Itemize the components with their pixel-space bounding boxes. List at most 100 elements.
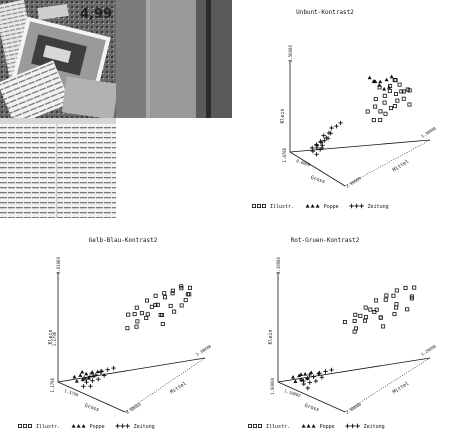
point-chart2-illustr--17 xyxy=(139,311,144,316)
point-chart2-illustr--29 xyxy=(179,284,184,289)
point-chart1-illustr--19 xyxy=(373,97,378,102)
point-chart1-zeitung-18 xyxy=(338,120,343,126)
point-chart1-legend-2-1 xyxy=(354,203,359,209)
point-chart2-poppe-8 xyxy=(91,373,96,378)
chart1-y-label: Mittel xyxy=(392,159,410,174)
point-chart2-legend-2-2 xyxy=(125,423,130,429)
chart1-tick-z-bottom: 1.4706 xyxy=(282,147,287,162)
point-chart3-illustr--13 xyxy=(394,305,399,310)
point-chart2-illustr--13 xyxy=(168,303,173,308)
point-chart1-illustr--2 xyxy=(382,93,387,98)
point-chart2-illustr--21 xyxy=(187,292,192,297)
point-chart3-legend-2-0 xyxy=(345,423,350,429)
point-chart3-illustr--22 xyxy=(405,307,410,312)
point-chart1-illustr--15 xyxy=(383,111,388,116)
point-chart1-legend-0-2 xyxy=(261,203,266,208)
point-chart1-poppe-3 xyxy=(382,86,387,91)
point-chart2-zeitung-11 xyxy=(88,384,93,389)
chart1-x-axis xyxy=(289,151,346,187)
point-chart1-poppe-0 xyxy=(367,75,372,80)
point-chart2-illustr--27 xyxy=(134,324,139,329)
point-chart1-illustr--24 xyxy=(378,118,383,123)
chart3-floor-edge xyxy=(344,357,431,413)
point-chart3-illustr--20 xyxy=(381,324,386,329)
point-chart1-illustr--9 xyxy=(378,109,383,114)
chart2-tick-z-mid: 1.1796 xyxy=(52,331,57,346)
point-chart3-poppe-6 xyxy=(299,372,304,377)
chart1-x-label: Gross xyxy=(310,175,326,185)
point-chart3-illustr--6 xyxy=(403,285,408,290)
point-chart3-legend-0-1 xyxy=(252,423,257,428)
point-chart2-illustr--1 xyxy=(134,305,139,310)
chart2-tick-x-right: 0.00003 xyxy=(125,401,142,414)
point-chart1-illustr--8 xyxy=(395,98,400,103)
point-chart1-illustr--14 xyxy=(365,109,370,114)
chart2-x-axis xyxy=(57,381,126,413)
point-chart2-illustr--28 xyxy=(153,302,158,307)
point-chart2-illustr--20 xyxy=(160,321,165,326)
point-chart3-legend-0-0 xyxy=(247,423,252,428)
chart2-legend-label-1: Illustr. xyxy=(36,424,60,430)
chart1-tick-x-right: 3.49999 xyxy=(345,175,362,188)
point-chart3-illustr--17 xyxy=(358,313,363,318)
point-chart1-poppe-4 xyxy=(387,85,391,89)
point-chart3-zeitung-6 xyxy=(313,378,319,384)
point-chart1-poppe-8 xyxy=(371,79,376,83)
point-chart2-illustr--4 xyxy=(162,291,167,296)
point-chart3-illustr--16 xyxy=(362,318,367,323)
point-chart3-illustr--11 xyxy=(368,307,373,312)
point-chart2-illustr--25 xyxy=(158,312,163,317)
chart3-legend-label-1: Illustr. xyxy=(266,424,290,430)
point-chart3-illustr--1 xyxy=(353,312,358,317)
chart1-y-axis xyxy=(289,139,431,153)
point-chart3-poppe-3 xyxy=(309,370,314,375)
point-chart1-poppe-6 xyxy=(384,77,389,82)
chart1-floor-edge xyxy=(344,139,431,187)
point-chart2-illustr--18 xyxy=(163,295,168,300)
chart2-tick-x-left: 1.3796 xyxy=(64,388,80,397)
chart2-x-label: Gross xyxy=(84,403,100,413)
chart2-y-axis xyxy=(57,357,206,383)
point-chart1-poppe-5 xyxy=(378,79,383,84)
point-chart2-zeitung-9 xyxy=(98,369,103,375)
chart1-tick-y-right: 3.30000 xyxy=(420,125,437,138)
point-chart1-illustr--23 xyxy=(407,102,412,107)
point-chart2-poppe-7 xyxy=(80,369,85,374)
point-chart2-legend-1-1 xyxy=(76,424,81,428)
point-chart1-legend-0-0 xyxy=(251,203,256,208)
point-chart2-zeitung-10 xyxy=(83,376,89,382)
chart2-legend-label-2: Poppe xyxy=(90,424,105,430)
point-chart1-legend-1-0 xyxy=(305,204,310,208)
point-chart2-legend-2-0 xyxy=(115,423,120,429)
point-chart3-illustr--2 xyxy=(363,305,368,310)
point-chart1-zeitung-11 xyxy=(328,131,333,136)
point-chart3-zeitung-12 xyxy=(319,375,325,380)
point-chart1-illustr--10 xyxy=(388,106,393,111)
chart3-tick-z-bottom: 1.00000 xyxy=(270,377,275,394)
point-chart3-zeitung-9 xyxy=(316,371,321,376)
point-chart3-legend-2-2 xyxy=(355,423,360,429)
point-chart2-legend-0-0 xyxy=(17,423,22,428)
point-chart3-zeitung-13 xyxy=(329,367,334,373)
point-chart1-poppe-2 xyxy=(377,83,382,87)
point-chart1-legend-1-1 xyxy=(310,204,315,208)
point-chart3-illustr--26 xyxy=(352,329,357,334)
point-chart1-zeitung-13 xyxy=(329,125,334,131)
chart3-legend-label-2: Poppe xyxy=(320,424,335,430)
chart2-z-label: Klein xyxy=(48,329,54,344)
point-chart2-legend-0-2 xyxy=(27,423,32,428)
point-chart3-poppe-1 xyxy=(297,373,302,378)
point-chart3-legend-1-0 xyxy=(301,424,306,428)
chart1-tick-z-top: 2.56000 xyxy=(288,45,293,62)
point-chart1-zeitung-9 xyxy=(310,148,316,154)
chart3-x-label: Gross xyxy=(304,403,320,413)
point-chart1-zeitung-19 xyxy=(321,133,326,138)
chart3-tick-x-left: 1.19002 xyxy=(284,388,302,398)
point-chart3-illustr--7 xyxy=(412,285,417,290)
point-chart3-zeitung-1 xyxy=(305,376,310,381)
point-chart3-illustr--4 xyxy=(384,293,389,298)
point-chart3-illustr--5 xyxy=(394,288,399,293)
point-chart3-illustr--3 xyxy=(374,298,379,303)
point-chart3-illustr--18 xyxy=(383,297,388,302)
point-chart3-illustr--23 xyxy=(391,293,396,298)
